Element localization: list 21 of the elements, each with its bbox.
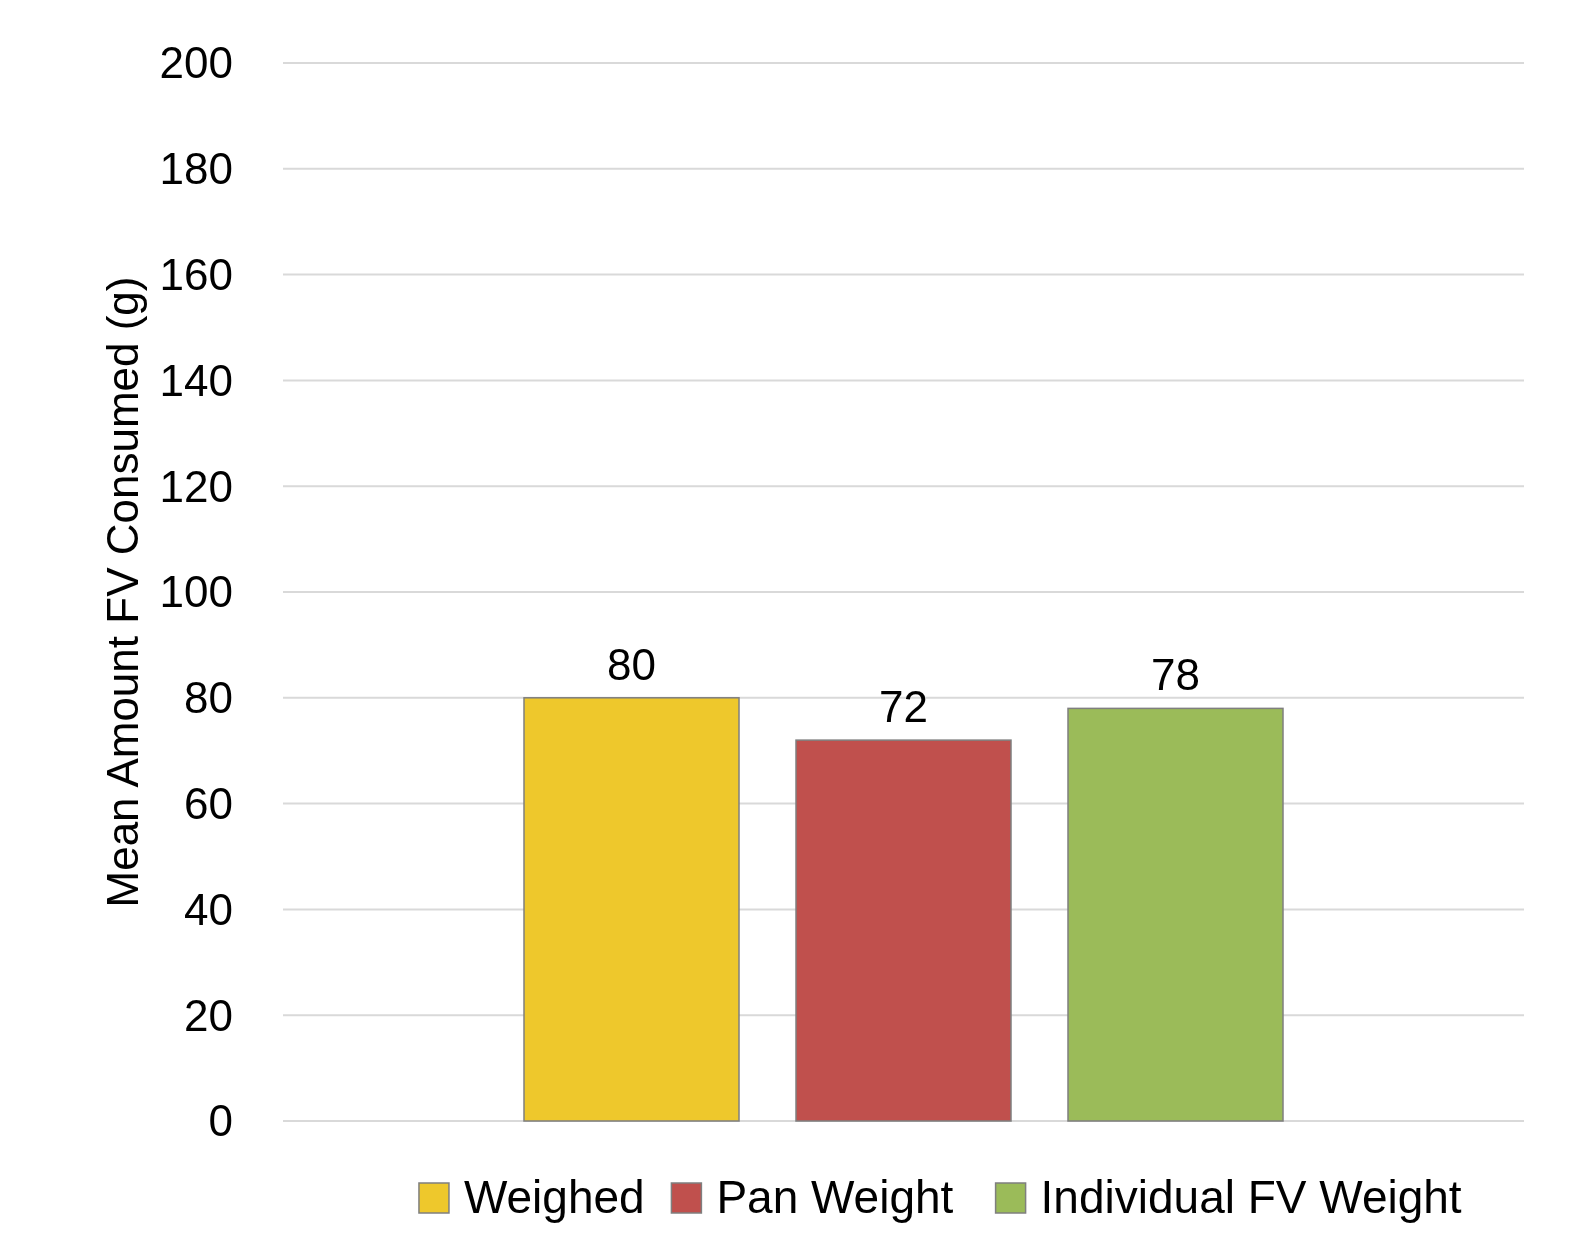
bar [523, 697, 740, 1122]
y-tick-label: 120 [159, 461, 233, 511]
y-tick-label: 20 [184, 990, 233, 1040]
bar [1067, 707, 1284, 1122]
y-tick-label: 80 [184, 673, 233, 723]
y-tick-label: 60 [184, 779, 233, 828]
y-tick-label: 180 [159, 144, 233, 194]
legend-label: Individual FV Weight [1040, 1171, 1462, 1223]
data-label: 72 [879, 682, 928, 732]
y-axis-title: Mean Amount FV Consumed (g) [98, 276, 147, 908]
data-label: 80 [607, 639, 656, 689]
y-tick-label: 200 [159, 38, 233, 88]
y-tick-label: 100 [159, 567, 233, 617]
legend-label: Pan Weight [716, 1171, 954, 1223]
data-label: 78 [1151, 650, 1200, 700]
y-tick-label: 40 [184, 884, 233, 934]
bar [795, 739, 1012, 1122]
y-tick-label: 140 [159, 355, 233, 405]
y-tick-label: 160 [159, 250, 233, 299]
y-tick-label: 0 [208, 1096, 233, 1146]
legend-label: Weighed [463, 1171, 645, 1223]
